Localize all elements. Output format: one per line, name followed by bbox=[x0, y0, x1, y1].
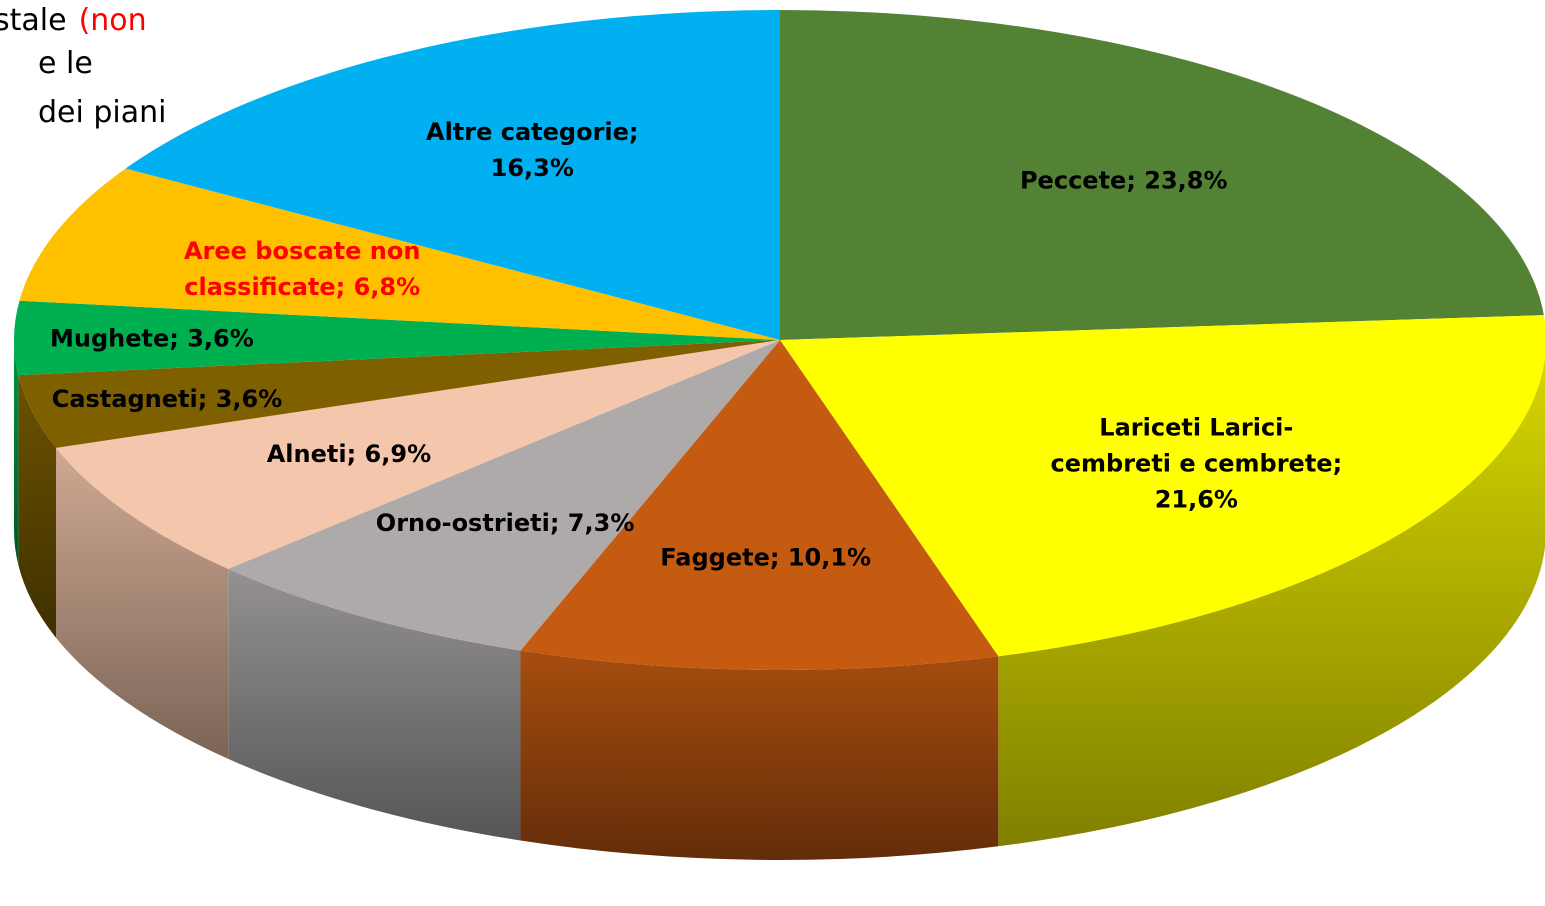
data-label: Alneti; 6,9% bbox=[267, 440, 431, 468]
pie-tops bbox=[14, 10, 1545, 670]
pie-slice bbox=[780, 10, 1544, 340]
pie-slice bbox=[14, 300, 781, 376]
data-label: Faggete; 10,1% bbox=[660, 544, 871, 572]
pie-side bbox=[14, 340, 19, 566]
annotation-line: dei piani bbox=[38, 95, 166, 130]
pie-slice bbox=[780, 315, 1545, 657]
pie-slice bbox=[19, 168, 781, 340]
data-label: Peccete; 23,8% bbox=[1020, 166, 1228, 194]
pie-side bbox=[18, 375, 57, 638]
data-labels: Peccete; 23,8% Lariceti Larici-cembreti e… bbox=[50, 118, 1342, 572]
data-label: Altre categorie; 16,3% bbox=[426, 118, 639, 182]
data-label: Lariceti Larici-cembreti e cembrete; 21,6… bbox=[1051, 414, 1343, 514]
data-label: Aree boscate non classificate; 6,8% bbox=[184, 237, 420, 301]
pie-side bbox=[228, 568, 521, 841]
pie-side bbox=[520, 650, 999, 860]
annotation: stale (non e le dei piani bbox=[0, 3, 166, 130]
pie-slice bbox=[56, 340, 781, 569]
pie-sides bbox=[14, 340, 1545, 860]
data-label: Mughete; 3,6% bbox=[50, 324, 254, 352]
pie-side bbox=[998, 356, 1545, 847]
data-label: Castagneti; 3,6% bbox=[52, 385, 283, 413]
pie-slice bbox=[18, 340, 780, 448]
pie-slice bbox=[520, 340, 999, 670]
annotation-line: e le bbox=[38, 46, 93, 81]
annotation-line: stale bbox=[0, 3, 67, 38]
pie-side bbox=[56, 447, 229, 759]
pie-slice bbox=[228, 340, 780, 651]
pie-slice bbox=[125, 10, 781, 340]
annotation-highlight: (non bbox=[79, 3, 147, 38]
data-label: Orno-ostrieti; 7,3% bbox=[376, 509, 635, 537]
